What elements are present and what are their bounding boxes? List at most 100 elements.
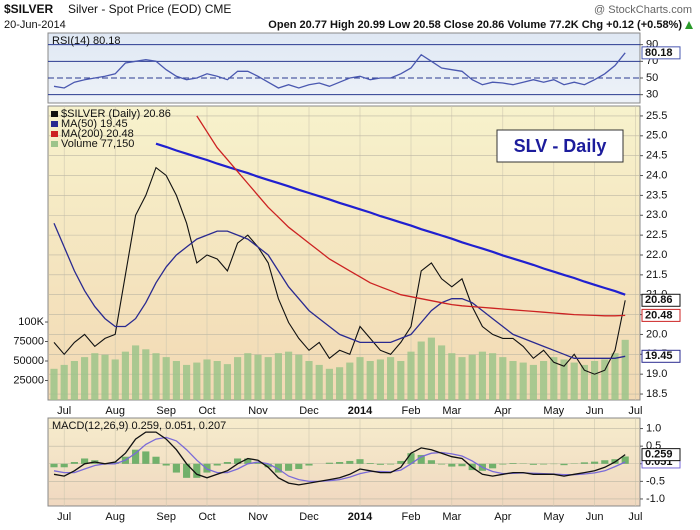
symbol: $SILVER <box>4 2 53 16</box>
bar <box>397 361 405 400</box>
y-tick-label: 30 <box>646 89 658 101</box>
bar <box>183 463 191 478</box>
bar <box>489 463 497 469</box>
up-arrow <box>685 21 693 29</box>
bar <box>285 351 293 400</box>
bar <box>193 463 201 478</box>
bar <box>111 462 119 464</box>
y-tick-label: 50 <box>646 72 658 84</box>
series-line <box>53 52 626 89</box>
bar <box>121 351 129 400</box>
bar <box>560 359 568 400</box>
y-tick-label: 25.0 <box>646 130 667 142</box>
value-tag <box>641 349 681 363</box>
bar <box>448 353 456 400</box>
x-tick-label: Aug <box>105 511 125 523</box>
value-tag <box>641 293 681 307</box>
bar <box>132 345 140 400</box>
bar <box>50 463 58 468</box>
bar <box>601 460 609 464</box>
bar <box>601 359 609 400</box>
bar <box>132 449 140 464</box>
bar <box>540 361 548 400</box>
x-tick-label: 2014 <box>348 405 373 417</box>
bar <box>81 458 89 464</box>
bar <box>489 353 497 400</box>
y-tick-label: 23.5 <box>646 189 667 201</box>
x-tick-label: Sep <box>156 405 176 417</box>
bar <box>560 463 568 466</box>
bar <box>438 463 446 465</box>
bar <box>295 463 303 470</box>
bar <box>325 368 333 400</box>
bar <box>315 364 323 400</box>
series-line <box>53 431 626 486</box>
bar <box>438 345 446 400</box>
bar <box>325 462 333 464</box>
bar <box>254 354 262 400</box>
bar <box>336 462 344 464</box>
y-tick-label: -1.0 <box>646 493 665 505</box>
y-tick-label: 18.5 <box>646 388 667 400</box>
bar <box>611 353 619 400</box>
bar <box>356 459 364 464</box>
x-tick-label: Sep <box>156 511 176 523</box>
bar <box>540 463 548 465</box>
bar <box>183 364 191 400</box>
annotation: SLV - Daily <box>514 136 607 156</box>
bar <box>499 357 507 400</box>
y-tick-label: 22.0 <box>646 249 667 261</box>
series-line <box>53 222 626 359</box>
bar <box>550 357 558 400</box>
bar <box>305 463 313 466</box>
bar <box>91 353 99 400</box>
x-tick-label: Jul <box>57 511 71 523</box>
bar <box>254 462 262 464</box>
bar <box>213 463 221 466</box>
bar <box>499 463 507 465</box>
legend-label: MA(200) 20.48 <box>61 128 134 140</box>
bar <box>570 362 578 400</box>
y2-tick-label: 50000 <box>13 355 44 367</box>
bar <box>213 361 221 400</box>
x-tick-label: Jun <box>586 511 604 523</box>
y-tick-label: -0.5 <box>646 475 665 487</box>
bar <box>621 339 629 400</box>
x-tick-label: Jul <box>57 405 71 417</box>
y-tick-label: 19.0 <box>646 368 667 380</box>
date: 20-Jun-2014 <box>4 19 66 31</box>
bar <box>152 353 160 400</box>
y-tick-label: 70 <box>646 55 658 67</box>
bar <box>172 361 180 400</box>
y-tick-label: 21.5 <box>646 269 667 281</box>
bar <box>407 351 415 400</box>
bar <box>356 357 364 400</box>
bar <box>580 364 588 400</box>
bar <box>529 463 537 465</box>
bar <box>397 460 405 464</box>
bar <box>50 368 58 400</box>
bar <box>591 461 599 464</box>
bar <box>458 357 466 400</box>
bar <box>152 456 160 464</box>
bar <box>376 359 384 400</box>
bar <box>142 349 150 400</box>
bar <box>223 364 231 400</box>
value-tag-label: 19.45 <box>645 350 673 362</box>
x-tick-label: Jul <box>628 405 642 417</box>
bar <box>509 361 517 400</box>
bar <box>81 357 89 400</box>
bar <box>387 463 395 465</box>
x-tick-label: Nov <box>248 511 268 523</box>
x-tick-label: Jun <box>586 405 604 417</box>
bar <box>60 463 68 468</box>
bar <box>427 460 435 464</box>
y-tick-label: 20.0 <box>646 328 667 340</box>
bar <box>591 361 599 400</box>
bar <box>336 367 344 400</box>
bar <box>193 362 201 400</box>
bar <box>162 463 170 466</box>
bar <box>366 463 374 464</box>
bar <box>295 354 303 400</box>
